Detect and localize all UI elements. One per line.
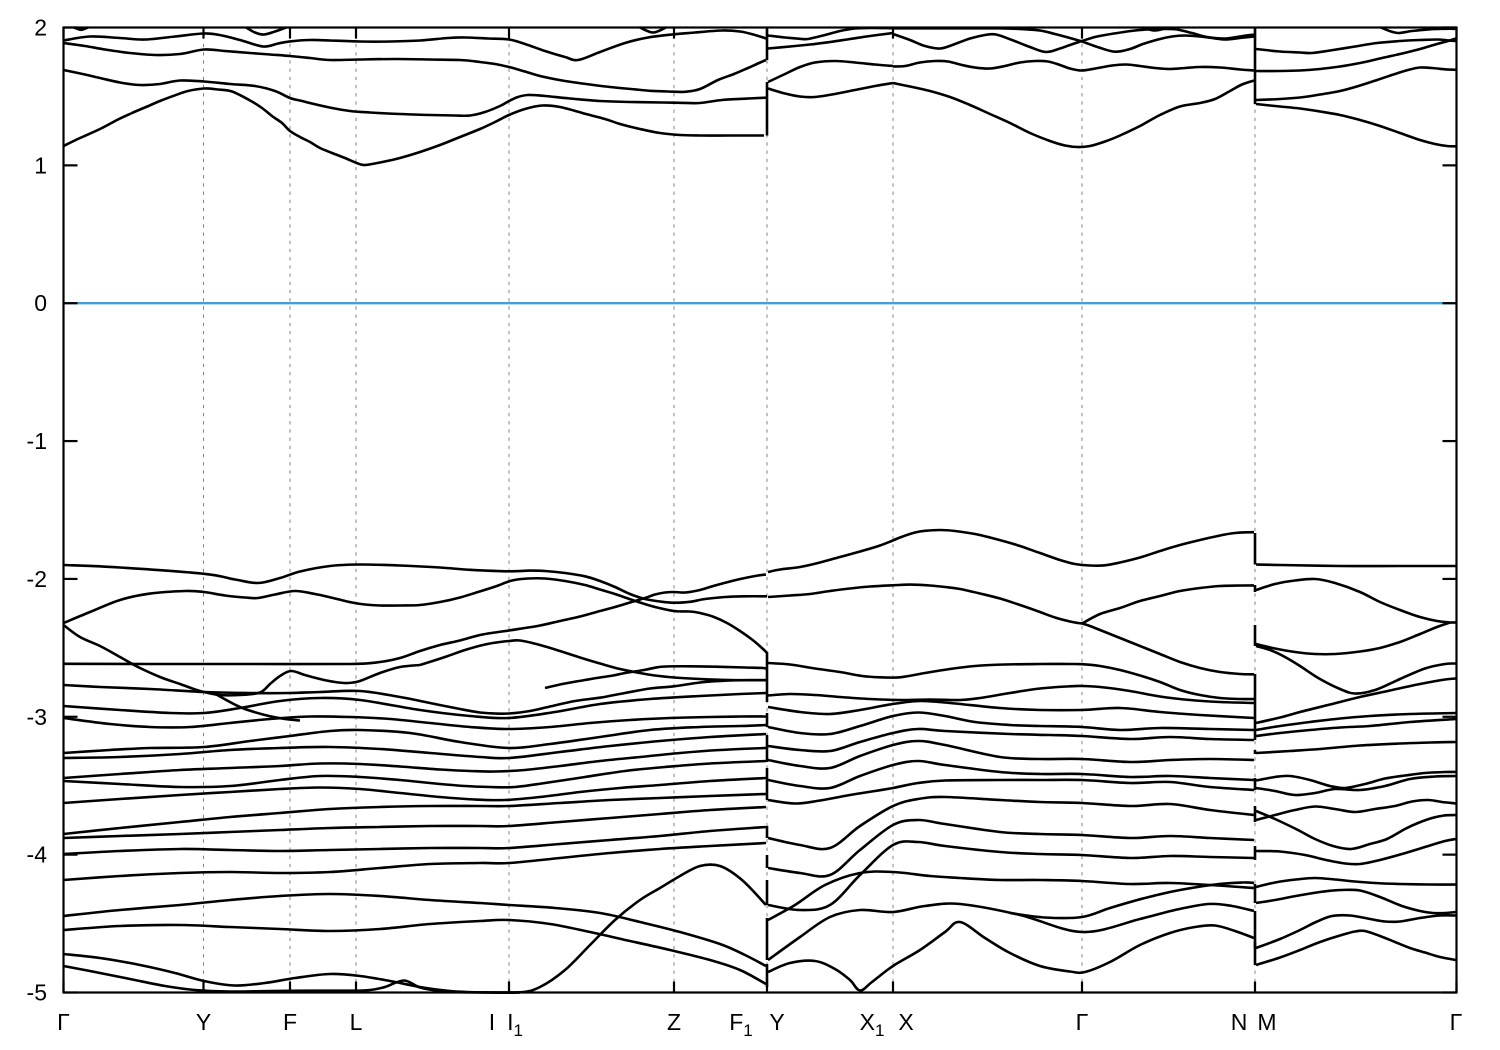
svg-text:1: 1 bbox=[34, 152, 47, 178]
svg-text:X: X bbox=[898, 1009, 913, 1035]
svg-text:F: F bbox=[283, 1009, 297, 1035]
svg-text:N: N bbox=[1231, 1009, 1248, 1035]
svg-text:I: I bbox=[489, 1009, 495, 1035]
svg-text:-2: -2 bbox=[27, 566, 47, 592]
svg-text:Y: Y bbox=[769, 1009, 784, 1035]
svg-text:Γ: Γ bbox=[1076, 1009, 1089, 1035]
svg-text:-3: -3 bbox=[27, 704, 47, 730]
svg-text:Γ: Γ bbox=[57, 1009, 70, 1035]
svg-text:Y: Y bbox=[196, 1009, 211, 1035]
svg-text:0: 0 bbox=[34, 290, 47, 316]
svg-text:L: L bbox=[350, 1009, 363, 1035]
svg-text:-5: -5 bbox=[27, 979, 47, 1005]
svg-text:Z: Z bbox=[667, 1009, 681, 1035]
svg-text:-4: -4 bbox=[27, 842, 48, 868]
svg-text:-1: -1 bbox=[27, 428, 47, 454]
svg-text:Γ: Γ bbox=[1450, 1009, 1463, 1035]
svg-text:M: M bbox=[1257, 1009, 1276, 1035]
svg-text:2: 2 bbox=[34, 15, 47, 41]
